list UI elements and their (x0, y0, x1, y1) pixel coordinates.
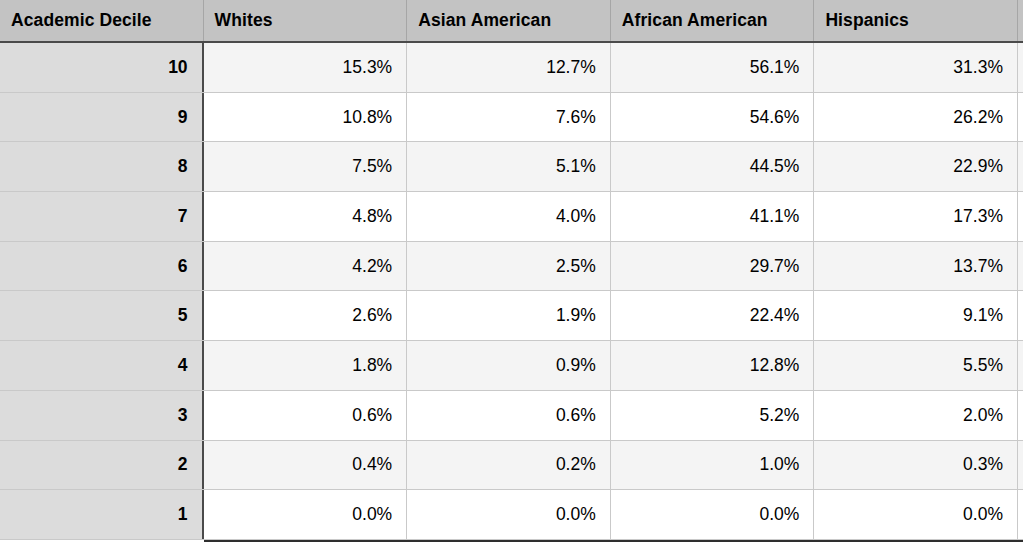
value-cell-african-american: 1.0% (611, 441, 815, 490)
value-cell-asian-american: 12.7% (407, 43, 611, 92)
row-filler (1018, 490, 1023, 539)
row-filler (1018, 391, 1023, 440)
table-row-decile-2: 2 0.4% 0.2% 1.0% 0.3% (0, 441, 1023, 491)
row-filler (1018, 142, 1023, 191)
decile-cell: 7 (0, 192, 204, 241)
table-row-decile-4: 4 1.8% 0.9% 12.8% 5.5% (0, 341, 1023, 391)
value-cell-african-american: 41.1% (611, 192, 815, 241)
value-cell-hispanics: 26.2% (814, 93, 1018, 142)
decile-cell: 6 (0, 242, 204, 291)
value-cell-asian-american: 0.9% (407, 341, 611, 390)
value-cell-whites: 0.4% (204, 441, 408, 490)
value-cell-whites: 7.5% (204, 142, 408, 191)
row-filler (1018, 242, 1023, 291)
value-cell-whites: 0.0% (204, 490, 408, 539)
row-filler (1018, 43, 1023, 92)
decile-cell: 8 (0, 142, 204, 191)
table-row-decile-8: 8 7.5% 5.1% 44.5% 22.9% (0, 142, 1023, 192)
value-cell-african-american: 44.5% (611, 142, 815, 191)
value-cell-african-american: 22.4% (611, 291, 815, 340)
value-cell-whites: 15.3% (204, 43, 408, 92)
value-cell-hispanics: 13.7% (814, 242, 1018, 291)
value-cell-african-american: 56.1% (611, 43, 815, 92)
value-cell-african-american: 5.2% (611, 391, 815, 440)
value-cell-whites: 4.8% (204, 192, 408, 241)
table-row-decile-6: 6 4.2% 2.5% 29.7% 13.7% (0, 242, 1023, 292)
value-cell-hispanics: 22.9% (814, 142, 1018, 191)
column-header-african-american: African American (611, 0, 815, 41)
column-header-academic-decile: Academic Decile (0, 0, 204, 41)
table-row-decile-5: 5 2.6% 1.9% 22.4% 9.1% (0, 291, 1023, 341)
value-cell-hispanics: 17.3% (814, 192, 1018, 241)
value-cell-asian-american: 0.0% (407, 490, 611, 539)
value-cell-african-american: 54.6% (611, 93, 815, 142)
header-filler (1018, 0, 1023, 41)
value-cell-whites: 10.8% (204, 93, 408, 142)
value-cell-asian-american: 5.1% (407, 142, 611, 191)
value-cell-african-american: 12.8% (611, 341, 815, 390)
value-cell-hispanics: 2.0% (814, 391, 1018, 440)
table-row-decile-1: 1 0.0% 0.0% 0.0% 0.0% (0, 490, 1023, 540)
value-cell-hispanics: 5.5% (814, 341, 1018, 390)
value-cell-whites: 4.2% (204, 242, 408, 291)
table-row-decile-9: 9 10.8% 7.6% 54.6% 26.2% (0, 93, 1023, 143)
row-filler (1018, 441, 1023, 490)
column-header-hispanics: Hispanics (814, 0, 1018, 41)
decile-cell: 1 (0, 490, 204, 539)
decile-cell: 9 (0, 93, 204, 142)
value-cell-african-american: 0.0% (611, 490, 815, 539)
column-header-whites: Whites (204, 0, 408, 41)
row-filler (1018, 341, 1023, 390)
decile-cell: 10 (0, 43, 204, 92)
value-cell-asian-american: 0.2% (407, 441, 611, 490)
table-row-decile-3: 3 0.6% 0.6% 5.2% 2.0% (0, 391, 1023, 441)
value-cell-hispanics: 9.1% (814, 291, 1018, 340)
column-header-asian-american: Asian American (407, 0, 611, 41)
row-filler (1018, 291, 1023, 340)
value-cell-asian-american: 1.9% (407, 291, 611, 340)
value-cell-whites: 2.6% (204, 291, 408, 340)
value-cell-hispanics: 31.3% (814, 43, 1018, 92)
academic-decile-table: Academic Decile Whites Asian American Af… (0, 0, 1023, 542)
value-cell-asian-american: 0.6% (407, 391, 611, 440)
decile-cell: 3 (0, 391, 204, 440)
value-cell-whites: 1.8% (204, 341, 408, 390)
decile-cell: 5 (0, 291, 204, 340)
value-cell-asian-american: 2.5% (407, 242, 611, 291)
value-cell-hispanics: 0.3% (814, 441, 1018, 490)
decile-cell: 4 (0, 341, 204, 390)
value-cell-asian-american: 7.6% (407, 93, 611, 142)
value-cell-hispanics: 0.0% (814, 490, 1018, 539)
row-filler (1018, 93, 1023, 142)
table-row-decile-7: 7 4.8% 4.0% 41.1% 17.3% (0, 192, 1023, 242)
table-row-decile-10: 10 15.3% 12.7% 56.1% 31.3% (0, 43, 1023, 93)
value-cell-asian-american: 4.0% (407, 192, 611, 241)
value-cell-african-american: 29.7% (611, 242, 815, 291)
row-filler (1018, 192, 1023, 241)
table-header-row: Academic Decile Whites Asian American Af… (0, 0, 1023, 43)
decile-cell: 2 (0, 441, 204, 490)
value-cell-whites: 0.6% (204, 391, 408, 440)
